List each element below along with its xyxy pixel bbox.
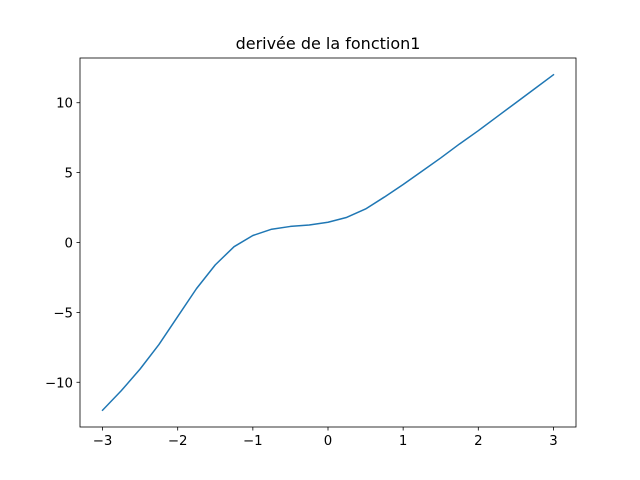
y-tick-label: −10 [45,376,73,391]
y-tick-label: −5 [53,306,73,321]
series-line-0 [101,73,555,412]
plot-area [101,73,555,412]
x-tick-label: 2 [474,434,482,449]
chart-title: derivée de la fonction1 [236,34,421,53]
y-tick-label: 0 [65,237,73,252]
y-tick-label: 10 [56,97,73,112]
x-tick-label: 3 [549,434,557,449]
x-tick-label: 1 [399,434,407,449]
x-tick-label: −2 [168,434,188,449]
x-tick-label: −1 [243,434,263,449]
x-tick-label: −3 [93,434,113,449]
y-tick-label: 5 [65,167,73,182]
x-tick-label: 0 [324,434,332,449]
